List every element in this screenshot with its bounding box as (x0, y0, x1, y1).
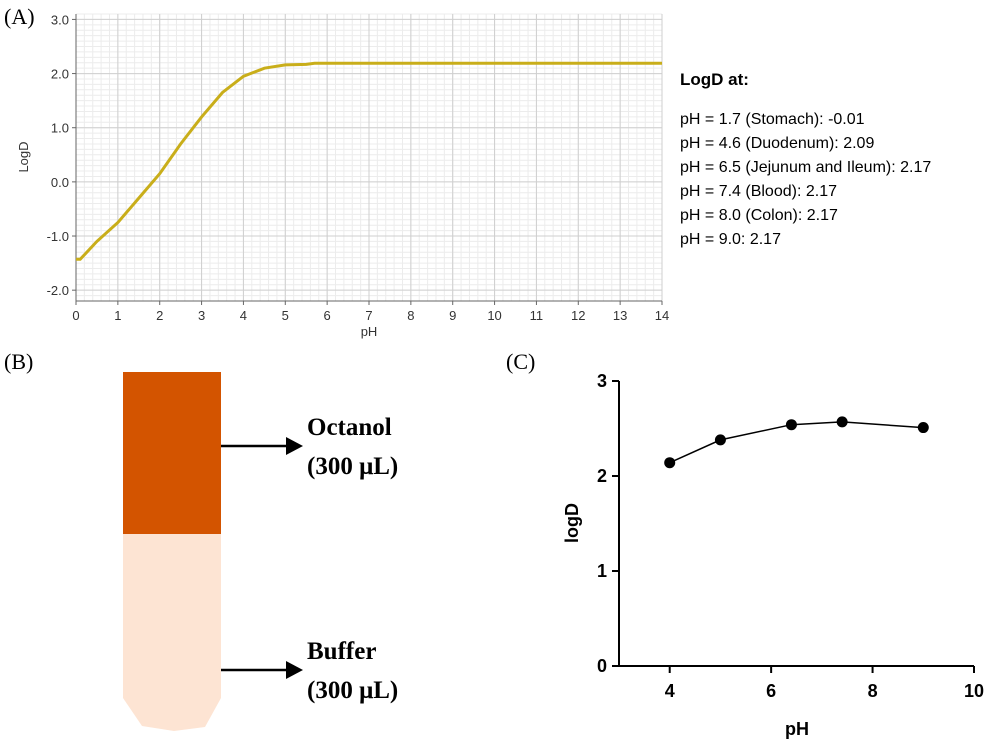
chart-c-data-point (785, 419, 797, 431)
chart-c-y-tick-label: 3 (597, 371, 607, 391)
logd-info-line: pH = 1.7 (Stomach): -0.01 (680, 111, 865, 128)
octanol-layer (123, 372, 221, 534)
chart-a: 0 1 2 3 4 5 6 7 8 9 10 11 12 13 14-2.0-1.00.01.02.03.0… (16, 12, 669, 339)
chart-a-y-tick-label: 3.0 (51, 12, 69, 27)
panel-label-b: (B) (4, 349, 33, 374)
chart-a-y-tick-label: -1.0 (47, 229, 69, 244)
chart-a-y-tick-label: 1.0 (51, 121, 69, 136)
buffer-layer (123, 534, 221, 731)
buffer-arrow (221, 661, 303, 679)
chart-a-ticks: 0 1 2 3 4 5 6 7 8 9 10 11 12 13 14-2.0-1.00.01.02.03.0 (47, 12, 670, 323)
chart-c-data-point (714, 434, 726, 446)
chart-a-y-label: LogD (16, 141, 31, 172)
logd-info-line: pH = 4.6 (Duodenum): 2.09 (680, 135, 874, 152)
chart-c-points (664, 416, 929, 469)
chart-c-data-point (664, 457, 676, 469)
chart-c-x-tick-label: 6 (766, 681, 776, 701)
chart-a-y-tick-label: 2.0 (51, 67, 69, 82)
chart-c-x-label: pH (785, 719, 809, 739)
chart-c-series-line (669, 421, 924, 464)
chart-a-x-tick-label: 10 (487, 308, 501, 323)
logd-info-line: pH = 9.0: 2.17 (680, 231, 781, 248)
logd-info-box: LogD at: pH = 1.7 (Stomach): -0.01 pH = … (680, 70, 931, 248)
partition-tube: Octanol (300 μL) Buffer (300 μL) (123, 372, 398, 731)
chart-a-x-tick-label: 11 (530, 308, 544, 323)
logd-info-title: LogD at: (680, 70, 749, 89)
chart-a-logd-curve (76, 61, 662, 261)
chart-a-y-tick-label: -2.0 (47, 283, 69, 298)
chart-a-x-tick-label: 7 (365, 308, 372, 323)
chart-a-x-tick-label: 2 (156, 308, 163, 323)
chart-a-x-tick-label: 9 (449, 308, 456, 323)
chart-c-ticks: 4 6 8 10 0 1 2 3 (597, 371, 984, 701)
chart-a-x-tick-label: 12 (571, 308, 585, 323)
panel-label-c: (C) (506, 349, 535, 374)
chart-a-x-tick-label: 6 (324, 308, 331, 323)
chart-c-y-label: logD (562, 503, 582, 543)
octanol-label: Octanol (307, 414, 392, 441)
chart-a-x-tick-label: 13 (613, 308, 627, 323)
chart-a-x-tick-label: 3 (198, 308, 205, 323)
chart-c-y-tick-label: 0 (597, 656, 607, 676)
panel-label-a: (A) (4, 4, 35, 29)
octanol-volume: (300 μL) (307, 453, 398, 480)
chart-a-x-tick-label: 1 (114, 308, 121, 323)
logd-info-line: pH = 7.4 (Blood): 2.17 (680, 183, 837, 200)
chart-a-x-tick-label: 8 (407, 308, 414, 323)
chart-a-y-tick-label: 0.0 (51, 175, 69, 190)
chart-c-data-point (917, 422, 929, 434)
chart-a-x-tick-label: 0 (72, 308, 79, 323)
chart-a-x-tick-label: 5 (282, 308, 289, 323)
chart-a-x-tick-label: 4 (240, 308, 247, 323)
logd-info-line: pH = 6.5 (Jejunum and Ileum): 2.17 (680, 159, 931, 176)
chart-a-x-tick-label: 14 (655, 308, 669, 323)
logd-info-line: pH = 8.0 (Colon): 2.17 (680, 207, 838, 224)
chart-c-y-tick-label: 1 (597, 561, 607, 581)
chart-c-data-point (836, 416, 848, 428)
chart-c-x-tick-label: 4 (665, 681, 675, 701)
buffer-volume: (300 μL) (307, 677, 398, 704)
octanol-arrow (221, 437, 303, 455)
chart-c-y-tick-label: 2 (597, 466, 607, 486)
chart-c-x-tick-label: 8 (868, 681, 878, 701)
chart-c: 4 6 8 10 0 1 2 3 pH logD (562, 371, 984, 739)
chart-a-x-label: pH (361, 324, 378, 339)
chart-c-x-tick-label: 10 (964, 681, 984, 701)
buffer-label: Buffer (307, 638, 376, 665)
